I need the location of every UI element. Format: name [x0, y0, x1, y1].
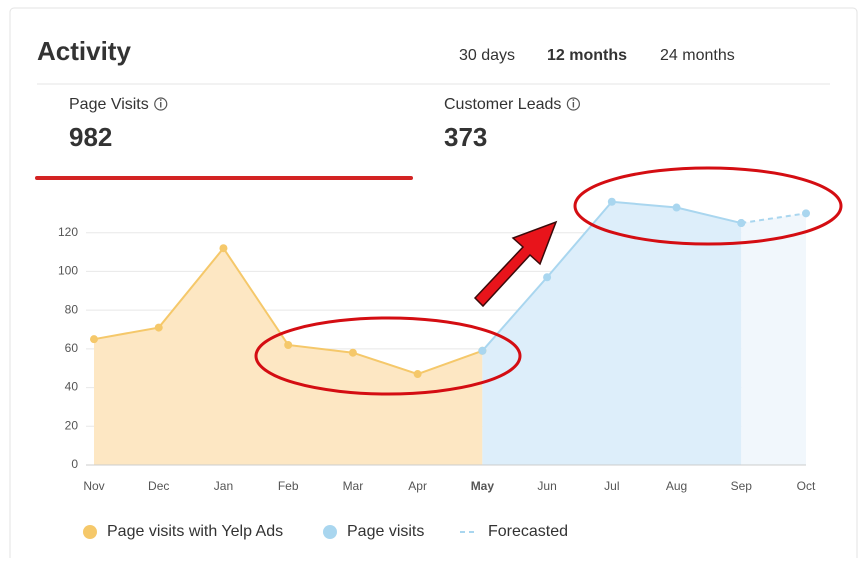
point: [737, 219, 746, 228]
legend-swatch: [323, 525, 337, 539]
point: [284, 340, 293, 349]
x-tick-label: Nov: [83, 479, 104, 493]
area: [482, 201, 742, 465]
point: [478, 346, 487, 355]
point: [672, 203, 681, 212]
metric-label: Customer Leads: [444, 96, 561, 113]
legend-label: Page visits: [347, 523, 424, 540]
point: [607, 197, 616, 206]
info-icon: [159, 99, 162, 101]
tab[interactable]: 12 months: [547, 47, 627, 64]
y-tick-label: 120: [58, 225, 78, 239]
card-title: Activity: [37, 36, 131, 66]
arrow: [473, 220, 558, 308]
y-tick-label: 100: [58, 264, 78, 278]
metric-value: 373: [444, 122, 487, 152]
x-tick-label: Dec: [148, 479, 169, 493]
legend-label: Forecasted: [488, 523, 568, 540]
point: [543, 273, 552, 282]
tab[interactable]: 30 days: [459, 47, 515, 64]
metrics: Page Visits 982 Customer Leads 373: [35, 96, 580, 180]
x-tick-label: May: [471, 479, 495, 493]
point: [219, 244, 228, 253]
legend-label: Page visits with Yelp Ads: [107, 523, 283, 540]
x-tick-label: Oct: [797, 479, 816, 493]
x-tick-label: Jun: [537, 479, 556, 493]
point: [802, 209, 810, 218]
x-tick-label: Aug: [666, 479, 687, 493]
x-tick-label: Apr: [408, 479, 427, 493]
x-tick-label: Mar: [343, 479, 364, 493]
point: [154, 323, 163, 332]
annotations: [254, 166, 843, 396]
plot: 0 20 40 60 80 100 120 Nov Dec Jan Feb Mar Apr May Jun J…: [58, 197, 816, 493]
x-tick-label: Sep: [731, 479, 753, 493]
area: [94, 248, 483, 465]
point: [413, 370, 422, 379]
info-icon: [566, 97, 580, 111]
tabs: 30 days 12 months 24 months: [459, 47, 735, 64]
y-tick-label: 40: [65, 380, 79, 394]
tab[interactable]: 24 months: [660, 47, 735, 64]
y-tick-label: 60: [65, 341, 79, 355]
highlight-ellipse: [573, 166, 843, 246]
x-tick-label: Jul: [604, 479, 619, 493]
metric-label: Page Visits: [69, 96, 149, 113]
info-icon: [572, 99, 575, 101]
point: [348, 348, 357, 357]
info-icon: [154, 97, 168, 111]
legend: Page visits with Yelp Ads Page visits Fore…: [83, 523, 568, 540]
y-tick-label: 20: [65, 418, 79, 432]
highlight-ellipse: [254, 316, 522, 396]
line: [741, 212, 807, 225]
x-tick-label: Jan: [214, 479, 233, 493]
point: [90, 335, 98, 344]
y-tick-label: 0: [71, 457, 78, 471]
y-tick-label: 80: [65, 302, 79, 316]
area: [741, 213, 806, 465]
x-tick-label: Feb: [278, 479, 299, 493]
legend-swatch: [83, 525, 97, 539]
metric-value: 982: [69, 122, 112, 152]
